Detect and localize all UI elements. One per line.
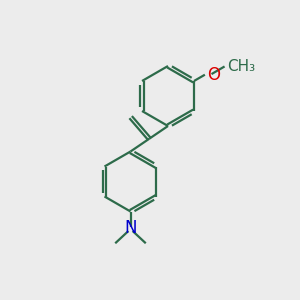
Text: O: O: [207, 66, 220, 84]
Text: N: N: [124, 219, 137, 237]
Text: CH₃: CH₃: [228, 59, 256, 74]
